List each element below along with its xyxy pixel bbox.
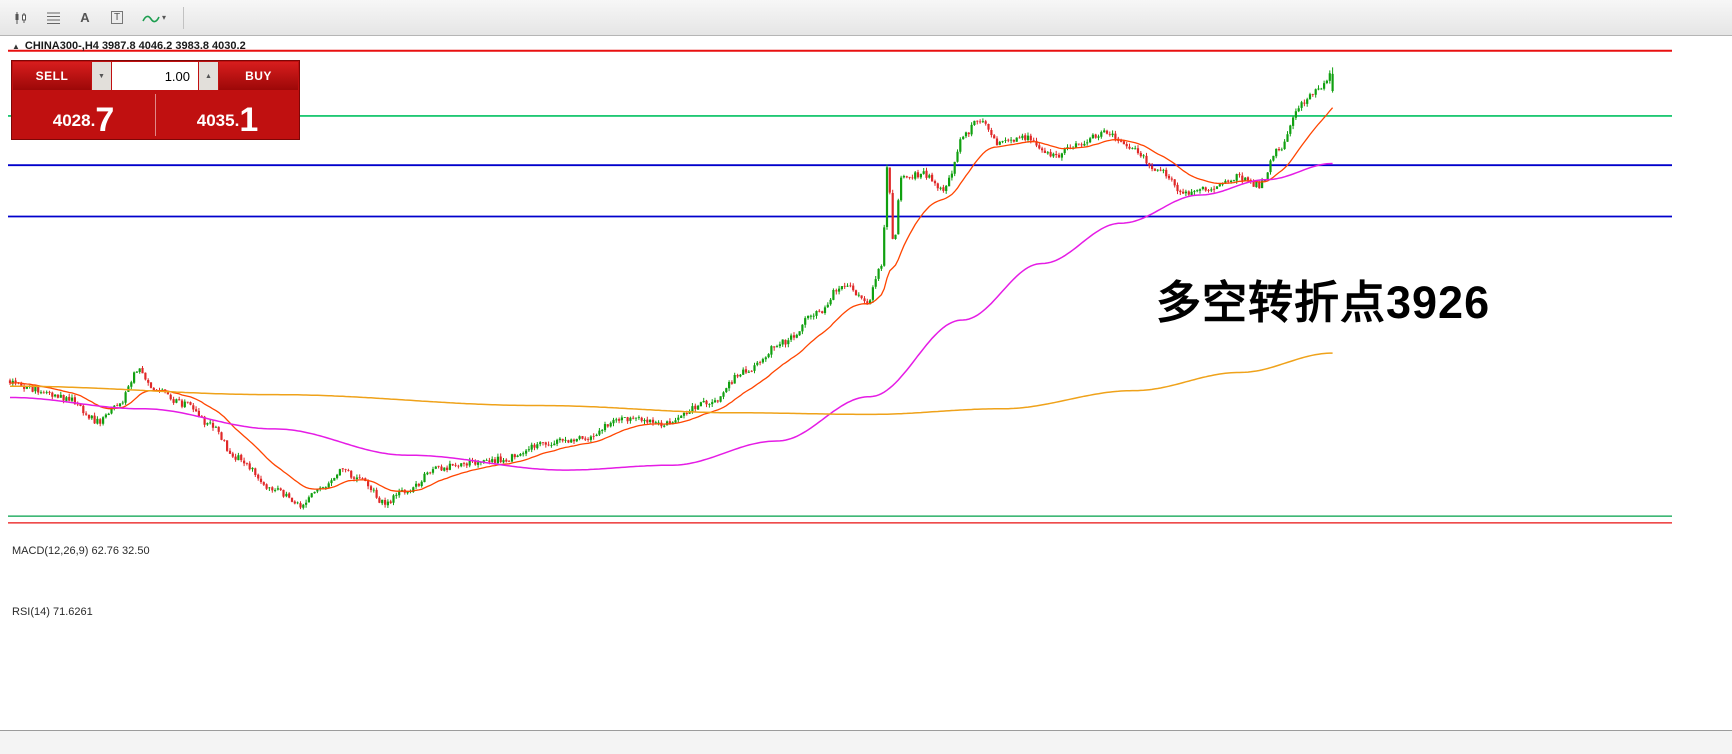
ask-price-big-digit: 1 xyxy=(239,100,259,139)
caret-up-icon: ▲ xyxy=(205,72,212,80)
candles-glyph xyxy=(15,11,26,24)
ask-price-display[interactable]: 4035. 1 xyxy=(156,91,299,139)
text-label-icon[interactable]: T xyxy=(102,5,132,31)
squiggle-icon xyxy=(142,15,160,22)
up-candle-bodies xyxy=(11,73,1334,508)
ask-price-main: 4035. xyxy=(196,111,240,130)
rsi-label: RSI(14) 71.6261 xyxy=(12,606,93,618)
volume-up-button[interactable]: ▲ xyxy=(199,62,218,90)
grid-glyph xyxy=(46,12,60,24)
grid-icon[interactable] xyxy=(38,5,68,31)
time-axis xyxy=(0,730,1732,754)
trade-panel-controls: SELL ▼ ▲ BUY xyxy=(12,61,299,90)
toolbar-separator xyxy=(183,6,184,29)
bid-price-main: 4028. xyxy=(52,111,96,130)
trade-panel-prices: 4028. 7 4035. 1 xyxy=(12,91,299,139)
chart-symbol-icon: ▲ xyxy=(12,41,20,51)
caret-down-icon: ▼ xyxy=(98,72,105,80)
volume-input[interactable] xyxy=(112,62,198,90)
buy-button[interactable]: BUY xyxy=(219,62,298,90)
moving-average-medium xyxy=(10,162,1333,471)
toolbar: A T ▾ xyxy=(0,0,1732,36)
down-candle-wicks xyxy=(9,93,1314,510)
one-click-trading-panel: SELL ▼ ▲ BUY 4028.7 4035.1 xyxy=(11,60,300,140)
chart-annotation-text: 多空转折点3926 xyxy=(1156,277,1491,328)
bid-price-display[interactable]: 4028. 7 xyxy=(12,91,155,139)
main-chart-layer xyxy=(8,49,1672,524)
volume-down-button[interactable]: ▼ xyxy=(92,62,111,90)
macd-label: MACD(12,26,9) 62.76 32.50 xyxy=(12,545,150,557)
moving-average-slow xyxy=(10,352,1333,416)
font-a-icon[interactable]: A xyxy=(80,10,90,25)
t-box-glyph: T xyxy=(110,11,124,24)
symbol-ohlc-text: CHINA300-,H4 3987.8 4046.2 3983.8 4030.2 xyxy=(24,40,246,52)
drawing-tools-dropdown[interactable]: ▾ xyxy=(134,5,174,31)
bid-price-big-digit: 7 xyxy=(95,100,115,139)
candlestick-chart-icon[interactable] xyxy=(6,5,36,31)
down-candle-bodies xyxy=(8,94,1314,508)
sell-button[interactable]: SELL xyxy=(13,62,91,90)
symbol-info: ▲ CHINA300-,H4 3987.8 4046.2 3983.8 4030… xyxy=(12,40,246,52)
price-divider xyxy=(155,94,156,136)
dropdown-caret-icon: ▾ xyxy=(161,13,166,22)
